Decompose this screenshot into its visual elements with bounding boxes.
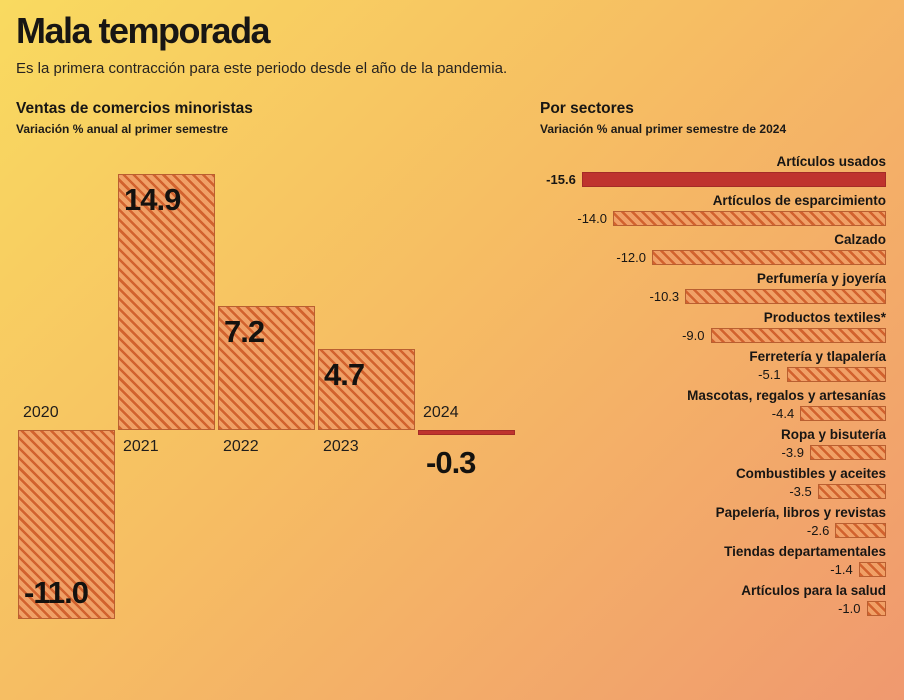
sector-bar	[800, 406, 886, 421]
sector-value-label: -4.4	[771, 406, 795, 421]
sector-row: Productos textiles* -9.0	[524, 308, 886, 343]
year-label-2020: 2020	[23, 404, 59, 421]
sector-value-label: -15.6	[546, 172, 576, 187]
sector-bar	[835, 523, 886, 538]
sector-chart-subtitle: Variación % anual primer semestre de 202…	[540, 122, 787, 136]
bar-2024	[418, 430, 515, 436]
retail-chart: 2020 -11.0 2021 14.9 2022 7.2 2023 4.7 2024 -0.3	[16, 150, 528, 690]
sector-bar	[685, 289, 886, 304]
sector-chart: Artículos usados -15.6 Artículos de esparc…	[524, 152, 886, 620]
sector-bar-line: -5.1	[524, 367, 886, 382]
value-label-2024: -0.3	[426, 445, 476, 481]
year-label-2023: 2023	[323, 438, 359, 455]
sector-row: Artículos de esparcimiento -14.0	[524, 191, 886, 226]
bar-2022	[218, 306, 315, 430]
sector-row: Mascotas, regalos y artesanías -4.4	[524, 386, 886, 421]
sector-bar	[581, 172, 886, 187]
sector-bar-line: -10.3	[524, 289, 886, 304]
sector-bar	[858, 562, 886, 577]
value-label-2021: 14.9	[124, 181, 181, 217]
sector-chart-title: Por sectores	[540, 100, 634, 117]
sector-value-label: -2.6	[806, 523, 830, 538]
sector-value-label: -5.1	[758, 367, 781, 382]
retail-chart-title: Ventas de comercios minoristas	[16, 100, 253, 117]
value-label-2023: 4.7	[324, 357, 365, 393]
sector-label: Artículos para la salud	[741, 583, 886, 598]
retail-chart-subtitle: Variación % anual al primer semestre	[16, 122, 229, 136]
year-label-2024: 2024	[423, 404, 459, 421]
sector-value-label: -14.0	[577, 211, 607, 226]
sector-label: Papelería, libros y revistas	[715, 505, 886, 520]
sector-bar-line: -1.4	[524, 562, 886, 577]
sector-bar-line: -3.5	[524, 484, 886, 499]
sector-value-label: -9.0	[682, 328, 705, 343]
sector-row: Ropa y bisutería -3.9	[524, 425, 886, 460]
sector-bar	[710, 328, 886, 343]
sector-bar-line: -4.4	[524, 406, 886, 421]
sector-bar	[817, 484, 886, 499]
sector-label: Calzado	[834, 232, 886, 247]
sector-bar-line: -3.9	[524, 445, 886, 460]
sector-value-label: -10.3	[649, 289, 680, 304]
sector-row: Artículos para la salud -1.0	[524, 581, 886, 616]
sector-bar-line: -14.0	[524, 211, 886, 226]
sector-value-label: -12.0	[616, 250, 646, 265]
bar-2023	[318, 349, 415, 430]
sector-row: Ferretería y tlapalería -5.1	[524, 347, 886, 382]
page-subtitle: Es la primera contracción para este peri…	[16, 60, 508, 77]
sector-bar	[652, 250, 886, 265]
year-label-2022: 2022	[223, 438, 259, 455]
value-label-2022: 7.2	[224, 314, 265, 350]
sector-bar	[866, 601, 886, 616]
sector-bar	[786, 367, 886, 382]
sector-bar-line: -9.0	[524, 328, 886, 343]
sector-row: Artículos usados -15.6	[524, 152, 886, 187]
sector-value-label: -3.9	[781, 445, 804, 460]
sector-value-label: -3.5	[789, 484, 812, 499]
sector-label: Artículos de esparcimiento	[712, 193, 886, 208]
sector-bar-line: -1.0	[524, 601, 886, 616]
sector-label: Ropa y bisutería	[780, 427, 886, 442]
sector-row: Tiendas departamentales -1.4	[524, 542, 886, 577]
sector-row: Papelería, libros y revistas -2.6	[524, 503, 886, 538]
sector-label: Mascotas, regalos y artesanías	[687, 388, 886, 403]
value-label-2020: -11.0	[24, 575, 89, 611]
sector-value-label: -1.4	[830, 562, 853, 577]
sector-label: Perfumería y joyería	[756, 271, 886, 286]
bar-2020	[18, 430, 115, 620]
sector-bar	[613, 211, 886, 226]
sector-value-label: -1.0	[838, 601, 861, 616]
page-title: Mala temporada	[16, 10, 271, 51]
sector-bar-line: -15.6	[524, 172, 886, 187]
sector-label: Combustibles y aceites	[735, 466, 886, 481]
sector-label: Tiendas departamentales	[724, 544, 886, 559]
sector-bar-line: -2.6	[524, 523, 886, 538]
sector-bar	[809, 445, 886, 460]
sector-row: Combustibles y aceites -3.5	[524, 464, 886, 499]
sector-label: Artículos usados	[776, 154, 886, 169]
bar-2021	[118, 173, 215, 430]
sector-row: Calzado -12.0	[524, 230, 886, 265]
sector-row: Perfumería y joyería -10.3	[524, 269, 886, 304]
year-label-2021: 2021	[123, 438, 159, 455]
sector-label: Productos textiles*	[763, 310, 886, 325]
sector-bar-line: -12.0	[524, 250, 886, 265]
sector-label: Ferretería y tlapalería	[749, 349, 886, 364]
